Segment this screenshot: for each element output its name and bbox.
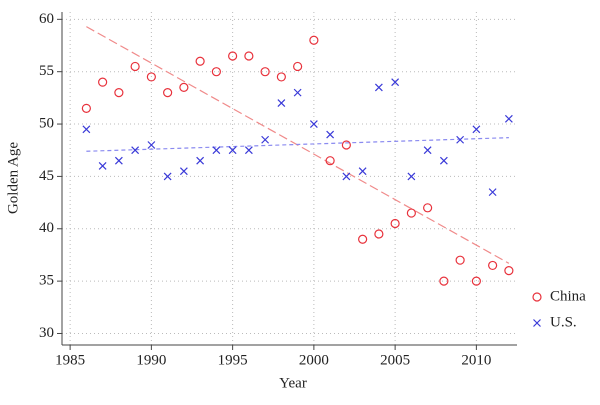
point xyxy=(504,114,513,123)
point xyxy=(196,156,205,165)
x-tick-label: 1985 xyxy=(55,352,85,368)
point xyxy=(391,78,400,87)
y-tick-label: 50 xyxy=(39,115,54,131)
point xyxy=(179,82,189,92)
point xyxy=(228,51,238,61)
point xyxy=(471,276,481,286)
point xyxy=(407,172,416,181)
point xyxy=(244,51,254,61)
point xyxy=(98,162,107,170)
point xyxy=(390,218,400,229)
point xyxy=(147,141,156,149)
legend-marker xyxy=(532,292,542,302)
x-tick-label: 2005 xyxy=(380,352,410,368)
point xyxy=(277,99,286,108)
x-tick-label: 1995 xyxy=(218,352,248,368)
x-tick-label: 1990 xyxy=(136,352,166,368)
point xyxy=(358,167,367,176)
point xyxy=(439,276,449,286)
point xyxy=(309,120,318,128)
y-tick-label: 60 xyxy=(39,11,54,27)
point xyxy=(423,146,432,155)
point xyxy=(131,146,140,155)
point xyxy=(260,67,270,77)
point xyxy=(341,140,351,150)
point xyxy=(244,146,253,155)
y-tick-label: 55 xyxy=(39,63,54,79)
point xyxy=(358,234,368,244)
point xyxy=(195,56,205,66)
point xyxy=(293,61,303,72)
point xyxy=(293,88,302,97)
point xyxy=(472,125,481,134)
point xyxy=(488,260,498,271)
point xyxy=(261,135,270,144)
trend-line xyxy=(86,137,509,152)
legend-marker xyxy=(533,319,541,327)
point xyxy=(456,135,465,144)
point xyxy=(146,72,156,82)
point xyxy=(406,208,416,218)
point xyxy=(504,266,514,276)
point xyxy=(212,146,221,155)
point xyxy=(488,188,497,197)
point xyxy=(211,67,221,77)
legend-label: U.S. xyxy=(550,314,577,330)
y-tick-label: 30 xyxy=(39,325,54,341)
point xyxy=(82,125,91,134)
point xyxy=(130,61,140,72)
point xyxy=(309,35,319,45)
y-tick-label: 40 xyxy=(39,220,54,236)
point xyxy=(325,156,335,166)
y-tick-label: 35 xyxy=(39,273,54,289)
point xyxy=(374,83,383,92)
point xyxy=(342,172,351,181)
point xyxy=(326,130,335,139)
point xyxy=(439,156,448,165)
point xyxy=(374,229,384,239)
point xyxy=(276,72,286,82)
point xyxy=(179,167,188,176)
point xyxy=(455,255,465,265)
x-tick-label: 2000 xyxy=(299,352,329,368)
point xyxy=(423,203,433,213)
point xyxy=(114,156,123,165)
point xyxy=(81,103,91,113)
legend-label: China xyxy=(550,288,586,304)
point xyxy=(98,77,108,87)
y-axis-label: Golden Age xyxy=(5,142,21,214)
point xyxy=(114,88,124,98)
point xyxy=(228,146,237,155)
point xyxy=(163,172,172,181)
x-tick-label: 2010 xyxy=(461,352,491,368)
y-tick-label: 45 xyxy=(39,168,54,184)
point xyxy=(163,88,173,98)
x-axis-label: Year xyxy=(279,375,307,391)
